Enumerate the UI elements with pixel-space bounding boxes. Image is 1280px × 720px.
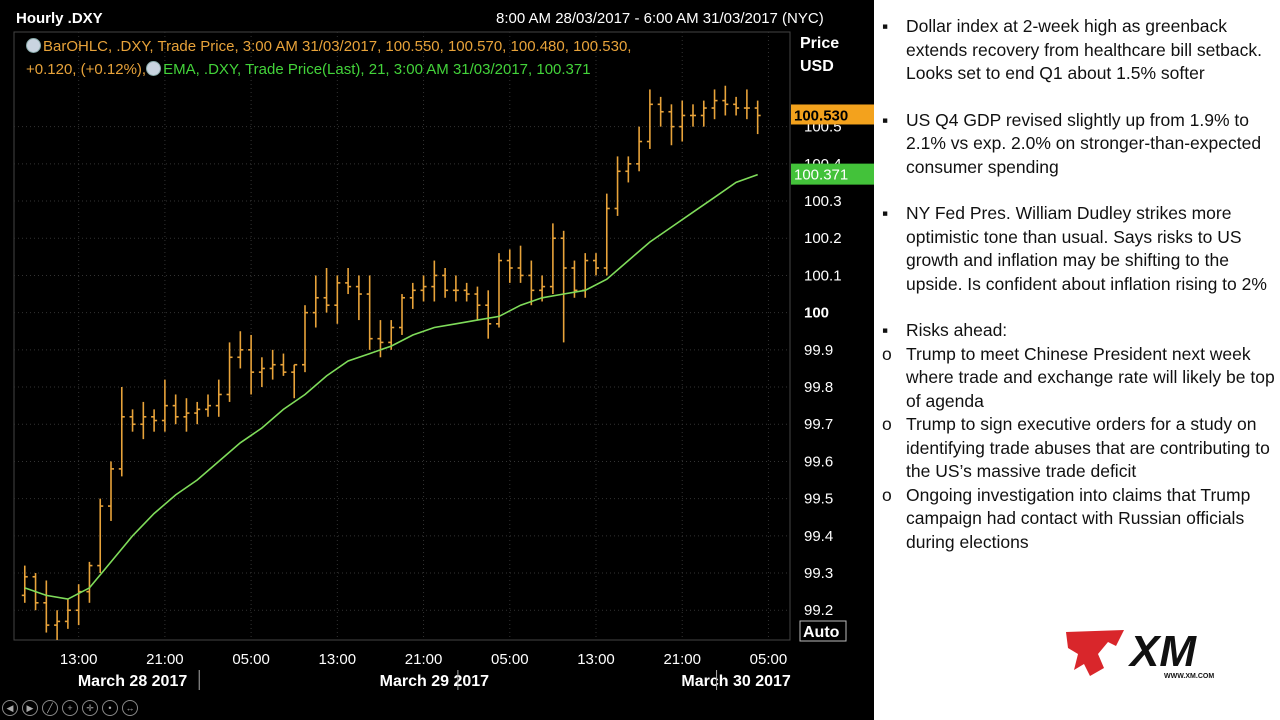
risk-text: Trump to sign executive orders for a stu… [906, 414, 1270, 481]
x-tick-label: 13:00 [60, 651, 98, 668]
news-item: ▪ NY Fed Pres. William Dudley strikes mor… [882, 202, 1276, 296]
date-label: March 30 2017 [681, 673, 791, 690]
pan-icon[interactable]: ↔ [122, 700, 138, 716]
commentary-panel: ▪ Dollar index at 2-week high as greenbac… [874, 0, 1280, 720]
y-tick-label: 99.3 [804, 565, 833, 582]
y-tick-label: 99.6 [804, 453, 833, 470]
x-tick-label: 13:00 [577, 651, 615, 668]
legend-line-1: BarOHLC, .DXY, Trade Price, 3:00 AM 31/0… [26, 38, 631, 55]
chart-title: Hourly .DXY [16, 10, 103, 27]
x-tick-label: 21:00 [146, 651, 184, 668]
ema-price-value: 100.371 [794, 167, 848, 184]
draw-line-icon[interactable]: ╱ [42, 700, 58, 716]
date-label: March 29 2017 [380, 673, 490, 690]
ema-price-tag [791, 163, 874, 185]
sub-bullet-marker: o [882, 343, 892, 364]
ema-line [24, 173, 758, 600]
news-text: US Q4 GDP revised slightly up from 1.9% … [906, 109, 1262, 177]
chart-toolbar: ◀ ▶ ╱ + ✛ • ↔ [0, 697, 140, 719]
nav-right-icon[interactable]: ▶ [22, 700, 38, 716]
zoom-icon[interactable]: + [62, 700, 78, 716]
x-tick-label: 13:00 [319, 651, 357, 668]
sub-bullet-marker: o [882, 484, 892, 505]
y-tick-label: 100.3 [804, 193, 842, 210]
ohlc-change-text: +0.120, (+0.12%), [26, 61, 147, 78]
bullet-marker: ▪ [882, 16, 889, 36]
news-item: ▪ Dollar index at 2-week high as greenbac… [882, 15, 1276, 86]
x-tick-label: 21:00 [663, 651, 701, 668]
commentary-list: ▪ Dollar index at 2-week high as greenbac… [882, 15, 1276, 554]
y-tick-label: 100.1 [804, 267, 842, 284]
y-tick-label: 99.4 [804, 528, 833, 545]
series-settings-icon[interactable] [26, 38, 41, 53]
y-tick-label: 100 [804, 305, 829, 322]
news-item: ▪ US Q4 GDP revised slightly up from 1.9%… [882, 109, 1276, 180]
risk-item: o Trump to meet Chinese President next we… [882, 343, 1276, 414]
risks-heading: ▪ Risks ahead: [882, 319, 1276, 343]
chart-date-range: 8:00 AM 28/03/2017 - 6:00 AM 31/03/2017 … [496, 10, 824, 27]
y-tick-label: 99.7 [804, 416, 833, 433]
risk-item: o Ongoing investigation into claims that … [882, 484, 1276, 555]
risk-item: o Trump to sign executive orders for a st… [882, 413, 1276, 484]
ema-legend-text: EMA, .DXY, Trade Price(Last), 21, 3:00 A… [163, 61, 591, 78]
auto-scale-button[interactable] [799, 620, 847, 642]
last-price-tag [791, 104, 874, 125]
hand-icon[interactable]: • [102, 700, 118, 716]
crosshair-icon[interactable]: ✛ [82, 700, 98, 716]
y-tick-label: 99.2 [804, 602, 833, 619]
last-price-value: 100.530 [794, 107, 848, 124]
x-tick-label: 21:00 [405, 651, 443, 668]
price-axis-label: Price [800, 35, 840, 52]
ema-settings-icon[interactable] [146, 61, 162, 76]
currency-axis-label: USD [800, 58, 834, 75]
plot-area [13, 31, 791, 641]
legend-line-2: +0.120, (+0.12%), EMA, .DXY, Trade Price(… [26, 61, 591, 78]
ohlc-legend-text: BarOHLC, .DXY, Trade Price, 3:00 AM 31/0… [43, 38, 632, 55]
bullet-marker: ▪ [882, 109, 889, 130]
xm-logo-mark-icon [1066, 630, 1124, 676]
dxy-chart: 99.2 99.3 99.4 99.5 99.6 99.7 99.8 99.9 100 100.1… [13, 31, 874, 690]
sub-bullet-marker: o [882, 414, 892, 434]
risk-text: Trump to meet Chinese President next wee… [906, 343, 1275, 411]
y-tick-label: 99.5 [804, 491, 833, 508]
bullet-marker: ▪ [882, 320, 889, 340]
xm-logo-text: XM [1127, 627, 1197, 676]
news-text: Dollar index at 2-week high as greenback… [906, 16, 1262, 83]
news-text: NY Fed Pres. William Dudley strikes more… [906, 203, 1267, 294]
y-tick-label: 99.8 [804, 379, 833, 396]
risk-text: Ongoing investigation into claims that T… [906, 484, 1251, 552]
x-tick-label: 05:00 [491, 651, 529, 668]
date-label: March 28 2017 [78, 673, 188, 690]
y-tick-label: 99.9 [804, 342, 833, 359]
x-tick-label: 05:00 [232, 651, 270, 668]
y-tick-label: 100.2 [804, 230, 842, 247]
risks-title: Risks ahead: [906, 320, 1008, 340]
x-tick-label: 05:00 [750, 651, 788, 668]
bullet-marker: ▪ [882, 203, 889, 223]
nav-left-icon[interactable]: ◀ [2, 700, 18, 716]
auto-scale-label[interactable]: Auto [803, 624, 840, 641]
xm-logo: XM WWW.XM.COM [1066, 627, 1214, 680]
chart-panel: 99.2 99.3 99.4 99.5 99.6 99.7 99.8 99.9 100 100.1… [0, 0, 874, 720]
xm-logo-url: WWW.XM.COM [1164, 673, 1214, 680]
